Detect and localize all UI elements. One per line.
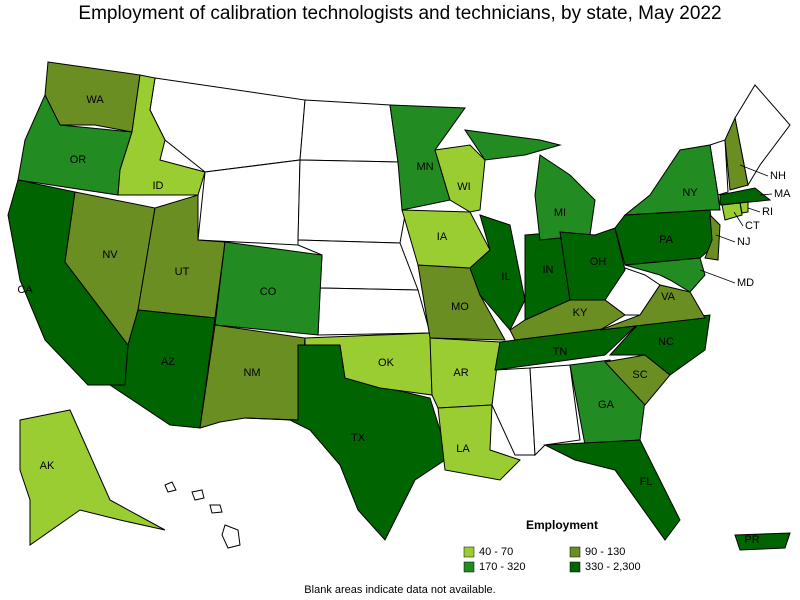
footnote: Blank areas indicate data not available.	[304, 584, 495, 596]
legend-label: 40 - 70	[479, 546, 513, 558]
state-blank	[164, 481, 177, 493]
state-label: MA	[774, 188, 791, 200]
state-shape	[543, 439, 681, 541]
state-shape	[623, 144, 721, 216]
state-label: GA	[598, 399, 615, 411]
legend-label: 170 - 320	[479, 561, 525, 573]
state-label: NY	[682, 187, 698, 199]
state-label: WI	[457, 181, 470, 193]
state-blank	[491, 367, 536, 456]
state-blank	[209, 504, 223, 514]
state-label: NJ	[737, 236, 750, 248]
state-shape	[734, 532, 791, 551]
state-shape	[117, 74, 206, 196]
state-shape	[719, 187, 772, 206]
leader-line	[715, 234, 736, 243]
state-label: NV	[102, 249, 118, 261]
state-label: ID	[153, 180, 164, 192]
state-shape	[599, 284, 706, 331]
state-blank	[297, 159, 406, 244]
state-shape	[721, 202, 743, 221]
leader-line	[759, 193, 773, 196]
state-blank	[197, 159, 301, 246]
legend-title: Employment	[526, 518, 598, 532]
state-label: PA	[659, 234, 674, 246]
legend-label: 330 - 2,300	[585, 561, 641, 573]
state-shape	[437, 404, 521, 481]
state-label: LA	[456, 443, 470, 455]
state-label: MD	[737, 277, 754, 289]
state-label: OR	[70, 154, 87, 166]
state-label: WA	[86, 94, 104, 106]
state-label: IN	[543, 264, 554, 276]
state-shape	[704, 213, 721, 261]
legend-label: 90 - 130	[585, 546, 625, 558]
state-label: TN	[553, 346, 568, 358]
legend-swatch	[569, 561, 581, 573]
state-label: KY	[573, 307, 588, 319]
state-label: TX	[351, 432, 366, 444]
state-shape	[494, 321, 642, 371]
state-label: SC	[632, 369, 647, 381]
legend-swatch	[463, 546, 475, 558]
state-label: MO	[451, 301, 469, 313]
state-blank	[149, 77, 306, 173]
map-title: Employment of calibration technologists …	[78, 3, 721, 24]
state-label: IL	[501, 271, 510, 283]
state-blank	[191, 489, 205, 501]
state-shape	[108, 309, 216, 429]
legend-swatch	[569, 546, 581, 558]
state-label: RI	[762, 206, 773, 218]
leader-line	[699, 269, 736, 284]
state-shape	[534, 154, 596, 241]
state-blank	[299, 99, 399, 163]
state-shape	[724, 116, 749, 191]
state-label: NC	[658, 336, 674, 348]
state-label: AK	[40, 460, 55, 472]
state-shape	[624, 257, 706, 293]
state-shape	[463, 129, 562, 161]
state-shape	[19, 409, 166, 546]
state-label: MN	[416, 161, 433, 173]
leader-line	[747, 207, 761, 213]
state-label: AZ	[161, 356, 175, 368]
state-label: MI	[554, 207, 566, 219]
state-label: OH	[590, 256, 607, 268]
state-label: CA	[17, 284, 33, 296]
state-blank	[317, 287, 431, 336]
legend: Employment 40 - 70 90 - 130 170 - 320 330 - …	[463, 518, 641, 573]
legend-swatch	[463, 561, 475, 573]
states: WA OR CA NV ID UT AZ CO NM TX OK AR LA MO IA MN WI IL IN MI…	[7, 61, 791, 551]
state-label: VA	[661, 291, 676, 303]
leader-line	[739, 164, 769, 177]
state-label: FL	[640, 476, 653, 488]
state-label: OK	[378, 357, 395, 369]
state-shape	[434, 144, 486, 213]
state-label: NH	[770, 170, 786, 182]
state-label: AR	[453, 367, 468, 379]
leader-line	[733, 211, 744, 227]
state-label: NM	[243, 367, 260, 379]
state-blank	[529, 364, 581, 457]
state-shape	[214, 241, 323, 336]
state-label: CO	[260, 286, 277, 298]
state-label: UT	[175, 266, 190, 278]
state-shape	[469, 214, 526, 331]
state-blank	[221, 524, 241, 549]
state-label: PR	[744, 534, 759, 546]
state-label: IA	[437, 231, 448, 243]
state-label: CT	[745, 220, 760, 232]
